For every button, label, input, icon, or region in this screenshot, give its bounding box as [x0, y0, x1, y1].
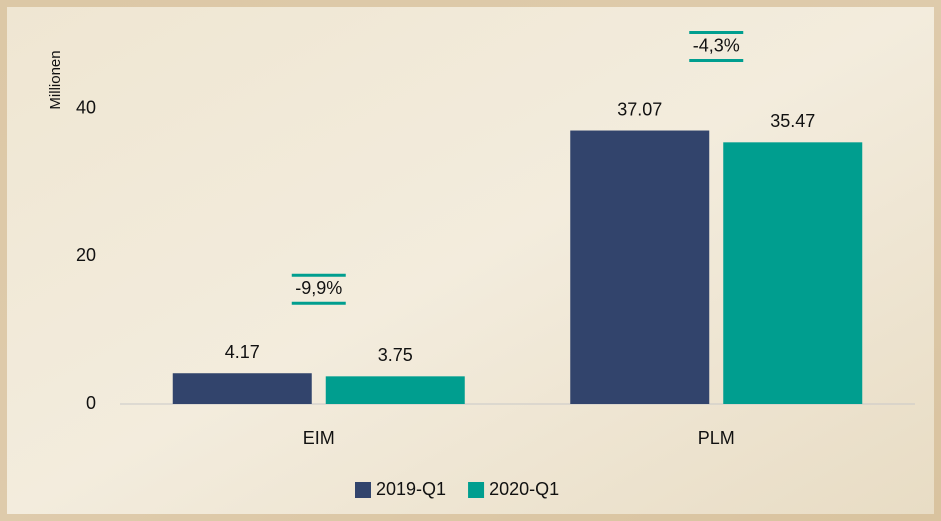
legend-swatch — [468, 482, 485, 498]
legend-label: 2019-Q1 — [376, 479, 446, 499]
value-label: 3.75 — [378, 345, 413, 365]
y-tick-label: 20 — [76, 245, 96, 265]
bar — [172, 373, 312, 404]
value-label: 37.07 — [617, 99, 662, 119]
y-axis-label: Millionen — [47, 50, 64, 109]
y-tick-label: 40 — [76, 98, 96, 118]
value-label: 4.17 — [225, 342, 260, 362]
x-tick-label: PLM — [698, 428, 735, 448]
bar — [325, 376, 465, 404]
value-label: 35.47 — [770, 111, 815, 131]
annotation: -4,3% — [693, 35, 740, 55]
annotation: -9,9% — [295, 278, 342, 298]
bar — [570, 130, 710, 405]
legend-label: 2020-Q1 — [489, 479, 559, 499]
bar — [723, 142, 863, 405]
legend-swatch — [355, 482, 371, 498]
y-tick-label: 0 — [86, 393, 96, 413]
x-tick-label: EIM — [303, 428, 335, 448]
